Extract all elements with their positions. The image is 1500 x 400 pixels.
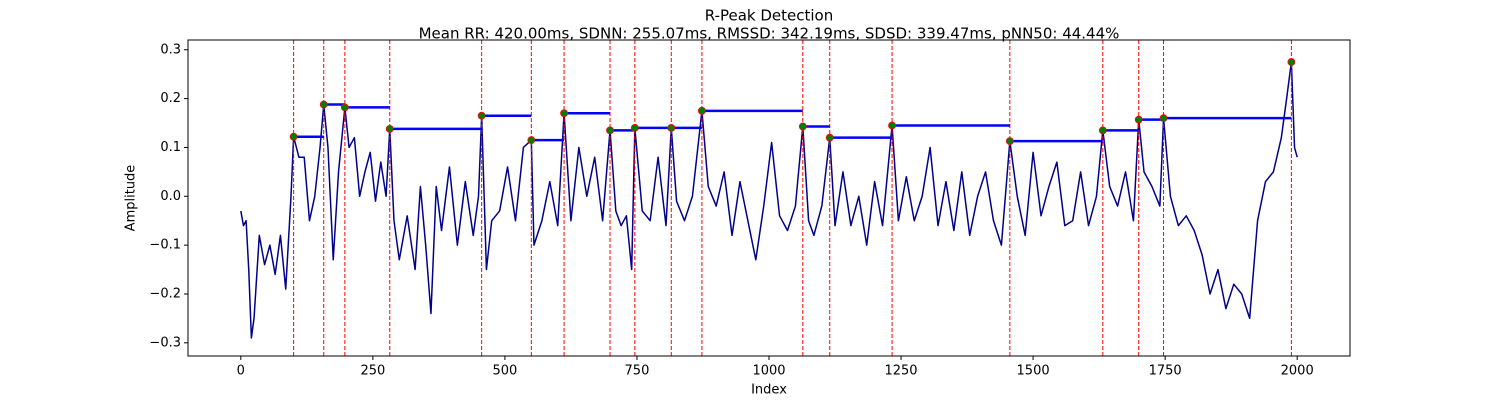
peak-marker <box>888 121 896 130</box>
chart-subtitle: Mean RR: 420.00ms, SDNN: 255.07ms, RMSSD… <box>419 25 1120 43</box>
x-tick-label: 750 <box>625 364 650 379</box>
peak-marker <box>798 122 807 131</box>
x-tick-label: 0 <box>237 364 245 379</box>
peak-marker <box>1287 58 1296 66</box>
peak-marker <box>385 124 394 133</box>
y-axis-label: Amplitude <box>124 165 139 232</box>
plot-frame <box>187 39 1351 357</box>
x-tick-label: 1500 <box>1017 364 1050 379</box>
peak-marker <box>630 124 639 132</box>
x-tick-label: 500 <box>492 364 517 379</box>
x-tick-label: 1000 <box>752 364 785 379</box>
y-tick-label: −0.2 <box>149 286 181 301</box>
peak-marker <box>319 100 328 109</box>
y-tick-label: −0.1 <box>149 238 181 253</box>
peak-marker <box>560 109 568 118</box>
chart-title: R-Peak Detection <box>705 7 833 25</box>
y-tick-label: 0.0 <box>160 189 181 204</box>
x-tick-label: 250 <box>360 364 385 379</box>
peak-marker <box>289 132 298 141</box>
peak-marker <box>1098 126 1107 135</box>
peak-marker <box>825 133 834 142</box>
peak-marker <box>1134 115 1143 124</box>
y-tick-label: 0.3 <box>160 42 181 57</box>
y-tick-label: −0.3 <box>149 335 181 350</box>
y-tick-label: 0.2 <box>160 91 181 106</box>
y-tick-label: 0.1 <box>160 140 181 155</box>
x-tick-label: 1250 <box>884 364 917 379</box>
peak-marker <box>477 111 486 120</box>
signal-line <box>240 61 1298 339</box>
peak-marker <box>606 126 614 135</box>
peak-marker <box>667 124 676 132</box>
peak-marker <box>1159 114 1168 123</box>
peak-marker <box>698 106 706 115</box>
x-tick-label: 2000 <box>1281 364 1314 379</box>
x-tick-label: 1750 <box>1149 364 1182 379</box>
peak-marker <box>1005 137 1014 146</box>
peak-marker <box>527 136 536 145</box>
peak-marker <box>340 103 349 112</box>
x-axis-label: Index <box>751 383 787 398</box>
